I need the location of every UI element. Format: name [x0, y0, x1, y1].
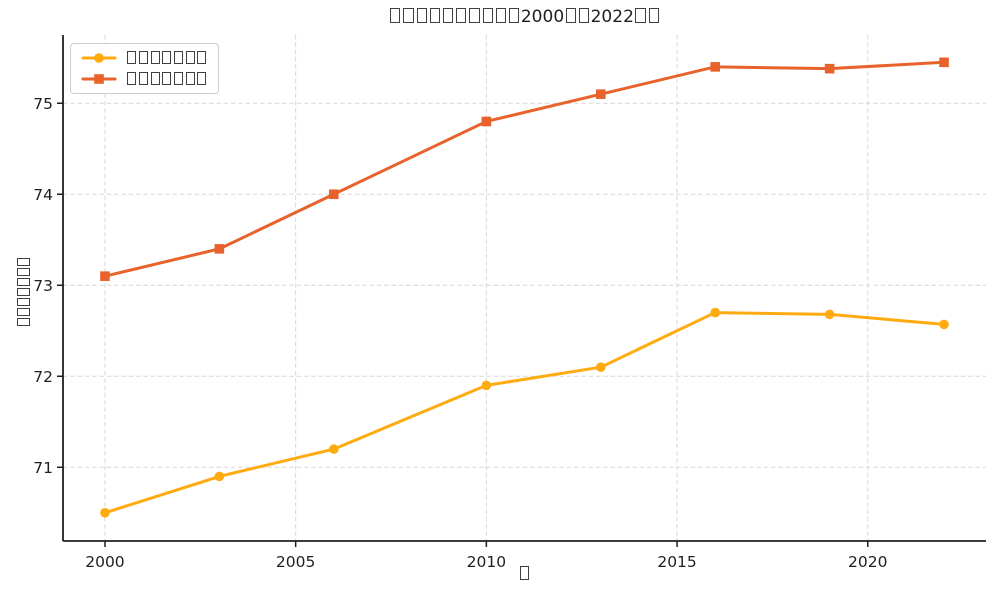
data-point-marker — [214, 244, 225, 254]
series-lower-series — [100, 307, 949, 518]
series-line-0 — [103, 311, 946, 515]
missing-glyph-box — [174, 50, 184, 65]
series-line-1 — [103, 60, 946, 278]
data-point-marker — [824, 309, 835, 320]
missing-glyph-box — [16, 288, 30, 296]
missing-glyph-box — [197, 50, 207, 65]
missing-glyph-box — [185, 71, 195, 86]
axes-spines — [62, 35, 986, 542]
missing-glyph-box — [16, 268, 30, 276]
missing-glyph-box — [185, 50, 195, 65]
data-point-marker — [710, 307, 721, 318]
missing-glyph-box — [139, 71, 149, 86]
data-point-marker — [100, 507, 110, 518]
data-point-marker — [710, 62, 721, 72]
legend-line-square-swatch — [81, 74, 117, 84]
data-point-marker — [214, 471, 225, 482]
x-axis-label — [63, 564, 986, 583]
x-tick-label: 2015 — [657, 553, 696, 571]
missing-glyph-box — [482, 8, 493, 24]
missing-glyph-box — [565, 8, 576, 24]
legend — [70, 43, 219, 94]
data-point-marker — [328, 189, 339, 200]
y-tick-label: 73 — [33, 277, 53, 295]
y-tick-label: 74 — [33, 186, 53, 204]
legend-entry — [81, 49, 208, 67]
missing-glyph-box — [16, 318, 30, 326]
missing-glyph-box — [519, 565, 530, 581]
legend-line-circle-swatch — [81, 53, 117, 63]
y-axis-label — [13, 256, 33, 328]
missing-glyph-box — [578, 8, 590, 24]
missing-glyph-box — [456, 8, 467, 24]
x-tick-label: 2005 — [276, 553, 315, 571]
x-tick-labels: 2000 2005 2010 2015 2020 — [85, 553, 887, 571]
missing-glyph-box — [16, 298, 30, 306]
missing-glyph-box — [509, 8, 520, 24]
data-point-marker — [595, 89, 606, 99]
missing-glyph-box — [139, 50, 149, 65]
y-tick-labels: 71 72 73 74 75 — [33, 95, 53, 477]
chart-title: 2000 2022 — [63, 7, 986, 27]
missing-glyph-box — [443, 8, 454, 24]
data-point-marker — [824, 63, 835, 74]
y-tick-label: 75 — [33, 95, 53, 113]
data-point-marker — [595, 362, 606, 372]
legend-entry — [81, 70, 208, 88]
legend-label — [126, 70, 208, 88]
missing-glyph-box — [197, 71, 207, 86]
missing-glyph-box — [403, 8, 414, 24]
missing-glyph-box — [162, 71, 172, 86]
data-point-marker — [328, 444, 339, 454]
missing-glyph-box — [416, 8, 427, 24]
missing-glyph-box — [495, 8, 507, 24]
missing-glyph-box — [127, 71, 137, 86]
missing-glyph-box — [390, 8, 401, 24]
data-point-marker — [100, 271, 110, 281]
legend-label — [126, 49, 208, 67]
data-point-marker — [939, 319, 949, 330]
y-tick-label: 72 — [33, 368, 53, 386]
data-point-marker — [481, 380, 492, 391]
data-point-marker — [939, 57, 949, 68]
missing-glyph-box — [162, 50, 172, 65]
missing-glyph-box — [16, 278, 30, 286]
data-point-marker — [481, 116, 492, 127]
missing-glyph-box — [127, 50, 137, 65]
missing-glyph-box — [635, 8, 646, 24]
missing-glyph-box — [429, 8, 441, 24]
x-tick-label: 2010 — [467, 553, 506, 571]
missing-glyph-box — [16, 258, 30, 266]
gridlines — [63, 35, 986, 541]
missing-glyph-box — [16, 308, 30, 316]
missing-glyph-box — [469, 8, 480, 24]
missing-glyph-box — [174, 71, 184, 86]
missing-glyph-box — [648, 8, 659, 24]
series-upper-series — [100, 57, 949, 281]
tick-marks — [57, 102, 869, 547]
x-tick-label: 2020 — [848, 553, 887, 571]
missing-glyph-box — [150, 71, 160, 86]
y-tick-label: 71 — [33, 459, 53, 477]
missing-glyph-box — [150, 50, 160, 65]
x-tick-label: 2000 — [85, 553, 124, 571]
